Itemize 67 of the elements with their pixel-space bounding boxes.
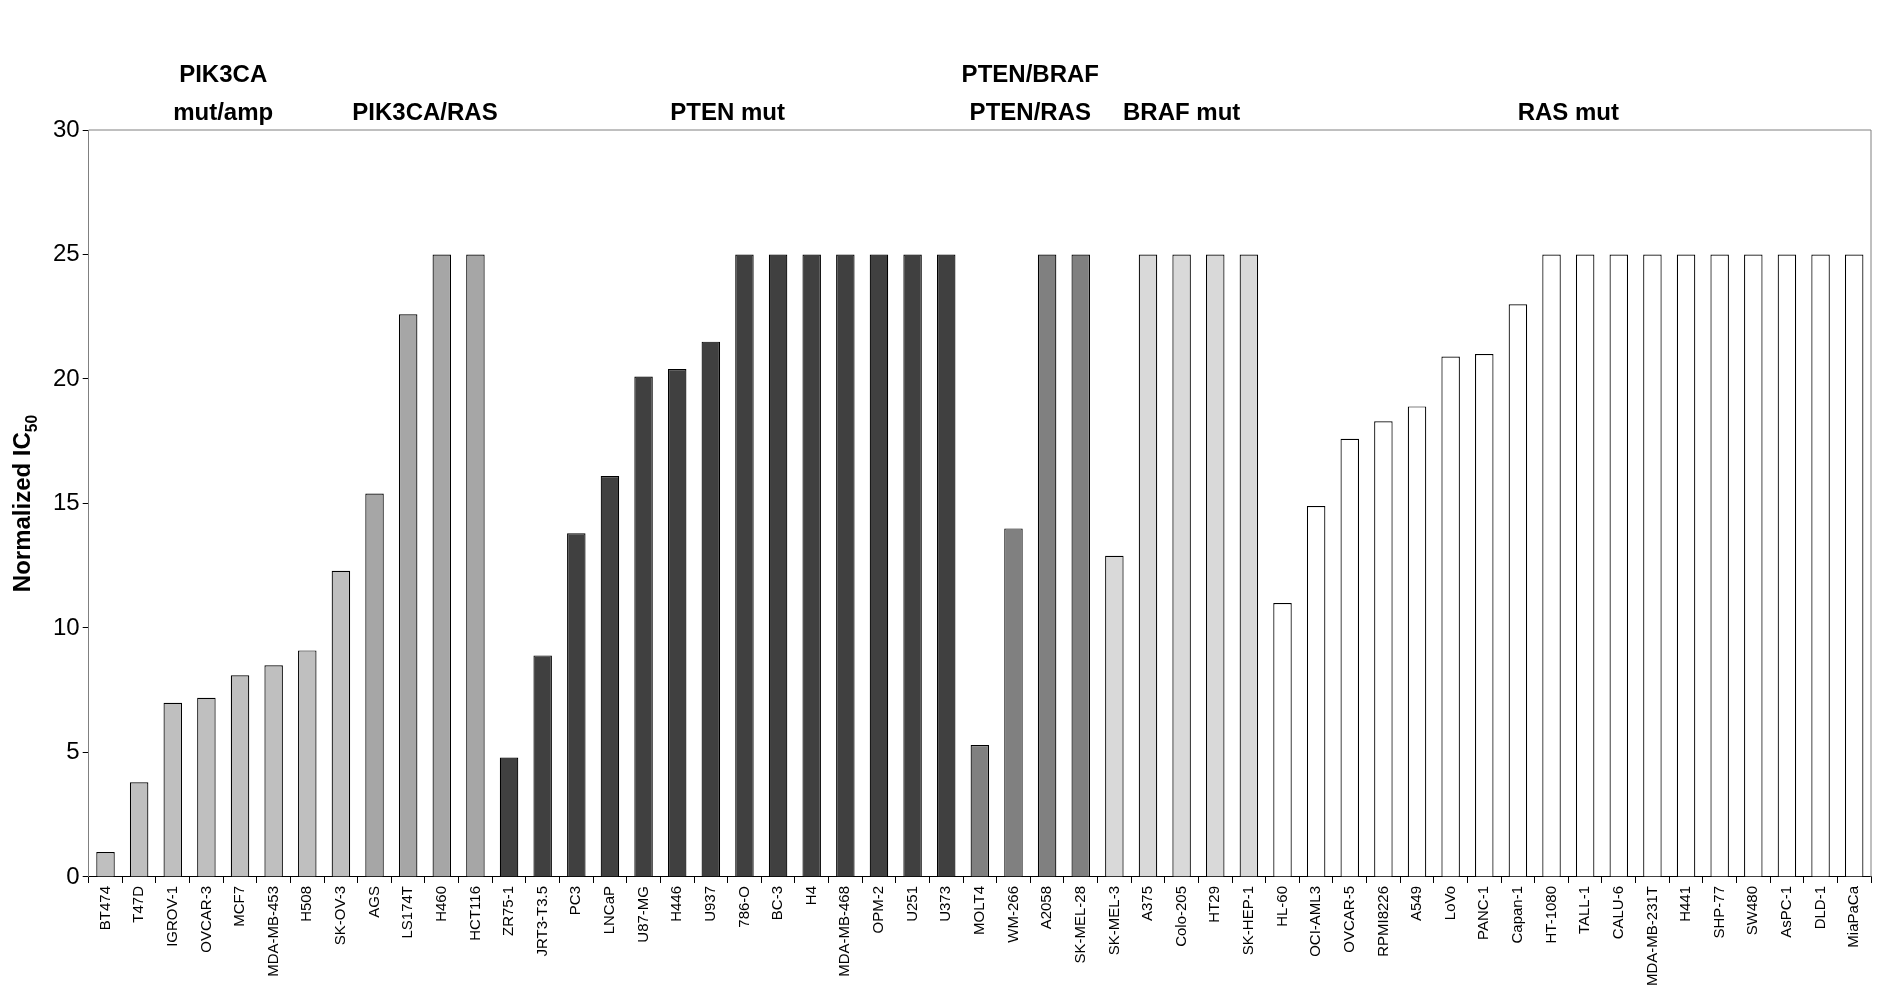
x-tick-label: RPMI8226 <box>1373 885 1391 957</box>
y-tick-label: 30 <box>52 114 80 142</box>
x-tick-label: MOLT4 <box>969 885 987 935</box>
x-tick-label: TALL-1 <box>1575 885 1593 935</box>
x-tick-label: SK-MEL-28 <box>1070 885 1088 964</box>
x-tick-label: SK-OV-3 <box>331 885 349 946</box>
x-tick-label: OVCAR-5 <box>1339 885 1357 953</box>
x-tick-label: MDA-MB-453 <box>263 885 281 977</box>
y-tick-label: 5 <box>66 737 80 765</box>
x-tick-label: U937 <box>700 885 718 922</box>
x-tick-label: H441 <box>1676 885 1694 922</box>
text: PTEN mut <box>670 98 785 125</box>
x-tick-label: Capan-1 <box>1508 885 1526 944</box>
x-tick-label: OVCAR-3 <box>196 885 214 953</box>
x-tick-label: MCF7 <box>230 885 248 927</box>
y-tick-label: 10 <box>52 612 80 640</box>
x-tick-label: LoVo <box>1440 885 1458 921</box>
x-tick-label: U251 <box>902 885 920 922</box>
x-tick-label: PC3 <box>566 885 584 916</box>
x-tick-label: BT474 <box>95 885 113 931</box>
x-tick-label: WM-266 <box>1003 885 1021 943</box>
x-tick-label: MDA-MB-231T <box>1642 885 1660 986</box>
x-tick-label: H4 <box>801 885 819 906</box>
x-tick-label: AGS <box>364 885 382 918</box>
x-tick-label: T47D <box>129 885 147 923</box>
x-tick-label: JRT3-T3.5 <box>532 885 550 957</box>
text: PIK3CA mut/amp <box>173 60 274 125</box>
x-tick-label: HT-1080 <box>1541 885 1559 944</box>
x-tick-label: HT29 <box>1205 885 1223 923</box>
x-tick-label: HL-60 <box>1272 885 1290 927</box>
x-tick-label: LNCaP <box>600 885 618 935</box>
x-tick-label: AsPC-1 <box>1777 885 1795 938</box>
x-tick-label: DLD-1 <box>1810 885 1828 930</box>
x-tick-label: SK-HEP-1 <box>1239 885 1257 956</box>
x-tick-label: PANC-1 <box>1474 885 1492 940</box>
x-tick-label: A2058 <box>1037 885 1055 930</box>
x-tick-label: A549 <box>1407 885 1425 922</box>
x-tick-label: MDA-MB-468 <box>835 885 853 977</box>
x-tick-label: CALU-6 <box>1608 885 1626 940</box>
x-tick-label: OCI-AML3 <box>1306 885 1324 957</box>
x-tick-label: Colo-205 <box>1171 885 1189 947</box>
x-tick-label: HCT116 <box>465 885 483 941</box>
x-tick-label: H446 <box>667 885 685 922</box>
x-tick-label: H460 <box>431 885 449 922</box>
x-tick-label: SW480 <box>1743 885 1761 936</box>
x-tick-label: IGROV-1 <box>162 885 180 947</box>
x-tick-label: ZR75-1 <box>499 885 517 937</box>
x-tick-label: BC-3 <box>768 885 786 921</box>
x-tick-label: LS174T <box>398 885 416 939</box>
x-tick-label: A375 <box>1138 885 1156 922</box>
x-tick-label: U373 <box>936 885 954 922</box>
x-tick-label: H508 <box>297 885 315 922</box>
x-tick-label: SHP-77 <box>1709 885 1727 939</box>
y-tick-label: 15 <box>52 488 80 516</box>
text: RAS mut <box>1517 98 1620 125</box>
y-tick-label: 25 <box>52 239 80 267</box>
y-tick-label: 20 <box>52 363 80 391</box>
x-tick-label: OPM-2 <box>869 885 887 934</box>
x-tick-label: 786-O <box>734 885 752 928</box>
y-tick-label: 0 <box>66 861 80 889</box>
text: PTEN/BRAF PTEN/RAS <box>961 60 1099 125</box>
text: PIK3CA/RAS <box>352 98 498 125</box>
x-tick-label: MiaPaCa <box>1844 885 1862 948</box>
text: BRAF mut <box>1122 98 1241 125</box>
x-tick-label: SK-MEL-3 <box>1104 885 1122 956</box>
y-axis-title: Normalized IC50 <box>8 414 41 593</box>
x-tick-label: U87-MG <box>633 885 651 943</box>
